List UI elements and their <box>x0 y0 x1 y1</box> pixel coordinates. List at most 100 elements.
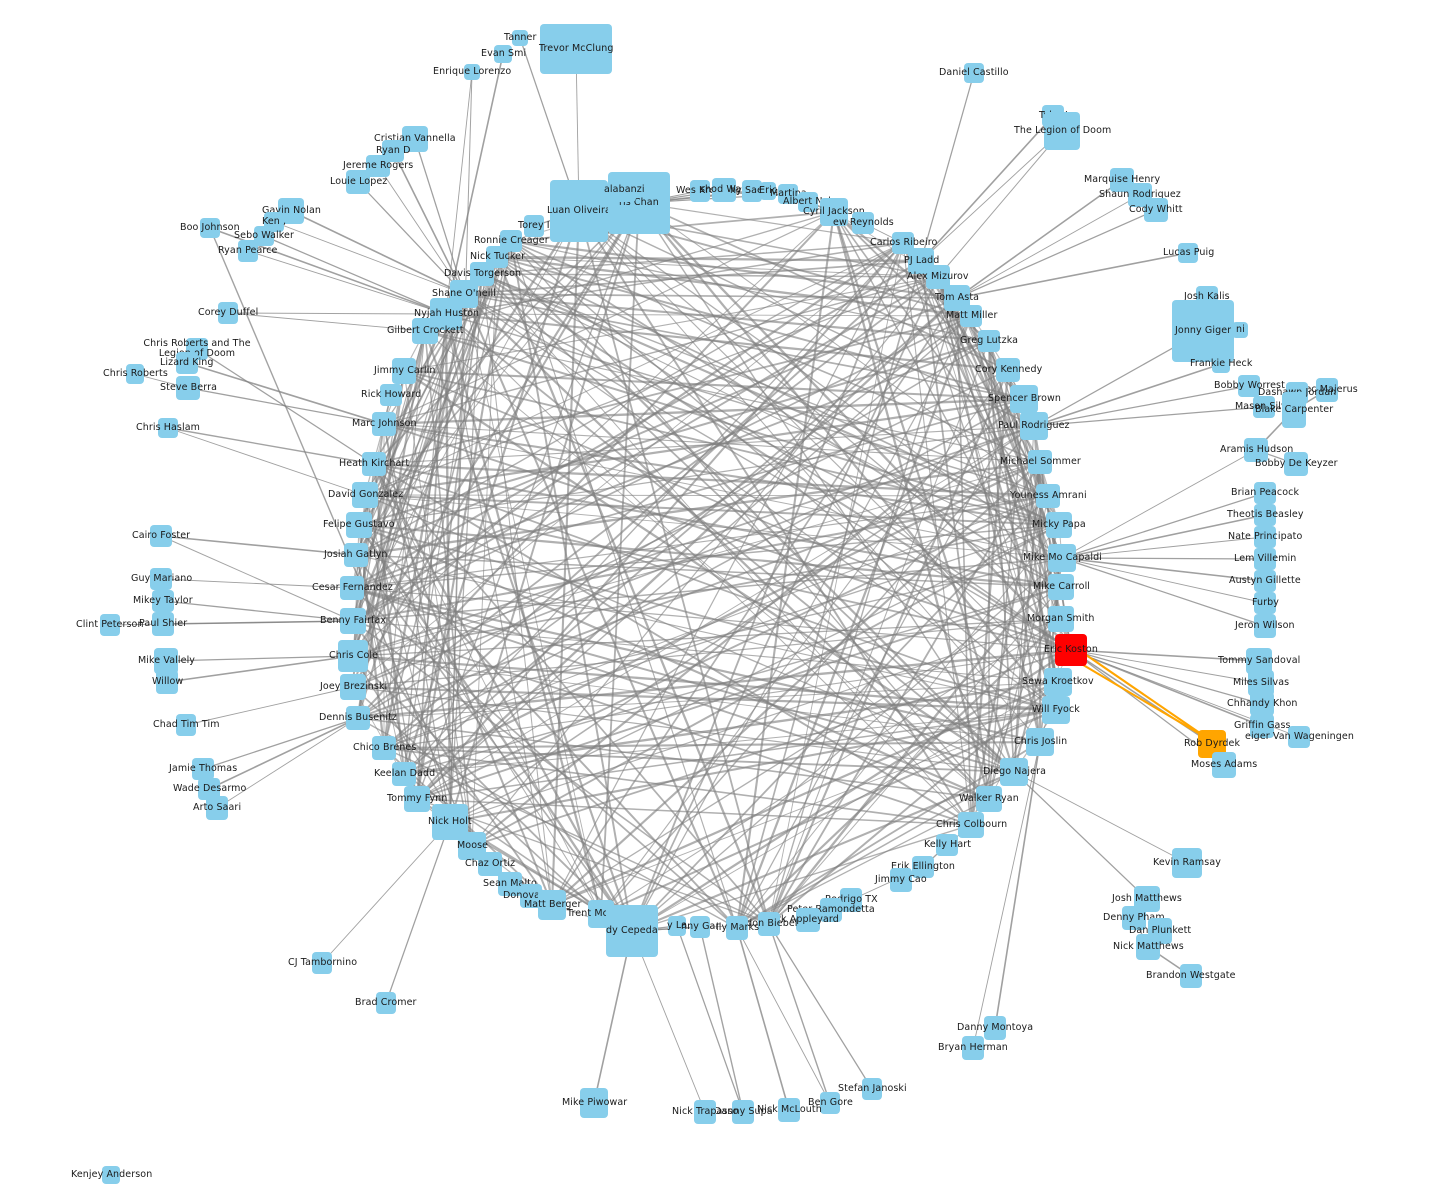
graph-node-rick-howard[interactable] <box>380 384 402 406</box>
graph-node-guy-mariano[interactable] <box>150 568 172 590</box>
graph-node-bryan-herman[interactable] <box>962 1036 984 1060</box>
graph-node-cory-kennedy[interactable] <box>996 358 1020 382</box>
graph-node-chhandy-khon[interactable] <box>1250 692 1274 716</box>
graph-node-benny-fairfax[interactable] <box>340 608 366 634</box>
graph-node-evan-smith[interactable] <box>494 45 512 63</box>
graph-node-danny-garcia[interactable] <box>690 916 710 938</box>
graph-node-chris-roberts[interactable] <box>126 364 144 384</box>
graph-node-nate-principato[interactable] <box>1254 526 1276 548</box>
graph-node-chaz-ortiz[interactable] <box>478 852 502 876</box>
graph-node-ben-gore[interactable] <box>820 1092 840 1114</box>
graph-node-danny-montoya[interactable] <box>984 1016 1006 1040</box>
graph-node-morgan-smith[interactable] <box>1048 606 1074 632</box>
graph-node-tommy-fynn[interactable] <box>404 786 430 812</box>
graph-node-matt-berger[interactable] <box>538 890 566 920</box>
graph-node-kevin-ramsay[interactable] <box>1172 848 1202 878</box>
graph-node-diego-najera[interactable] <box>1000 758 1028 786</box>
graph-node-kenjey-anderson[interactable] <box>102 1166 120 1184</box>
graph-node-peter-ramondetta[interactable] <box>820 898 842 922</box>
graph-node-geiger-van-wageningen[interactable] <box>1288 726 1310 748</box>
graph-node-enrique-lorenzo[interactable] <box>464 64 480 80</box>
graph-node-torey-p[interactable] <box>524 215 544 237</box>
graph-node-mike-mo-capaldi[interactable] <box>1048 544 1076 572</box>
graph-node-jeron-wilson[interactable] <box>1254 614 1276 638</box>
graph-node-micky-papa[interactable] <box>1046 512 1072 538</box>
graph-node-tommy-sandoval[interactable] <box>1246 648 1272 674</box>
graph-node-joey-brezinski[interactable] <box>340 674 366 700</box>
graph-node-jamie-thomas[interactable] <box>192 758 214 780</box>
graph-node-mason-silva[interactable] <box>1253 396 1275 418</box>
graph-node-amrani-top[interactable] <box>1232 322 1248 338</box>
graph-node-eric-koston[interactable] <box>1055 634 1087 666</box>
graph-node-aramis-hudson[interactable] <box>1244 438 1268 462</box>
graph-node-bobby-de-keyzer[interactable] <box>1284 452 1308 476</box>
graph-node-mike-piwowar[interactable] <box>580 1088 608 1118</box>
graph-node-mike-carroll[interactable] <box>1048 574 1074 600</box>
graph-node-felipe-gustavo[interactable] <box>346 512 372 538</box>
graph-node-kelly-hart[interactable] <box>936 834 958 856</box>
graph-node-spencer-brown[interactable] <box>1010 385 1038 413</box>
graph-node-erik-ellington[interactable] <box>912 856 934 878</box>
graph-node-rodrigo-tx[interactable] <box>840 888 862 912</box>
graph-node-michael-sommer[interactable] <box>1028 450 1052 474</box>
graph-node-nick-mclouth[interactable] <box>778 1098 800 1122</box>
graph-node-stefan-janoski[interactable] <box>862 1078 882 1100</box>
graph-node-chris-haslam[interactable] <box>158 418 178 438</box>
graph-node-ty-ladd[interactable] <box>668 916 686 936</box>
graph-node-jimmy-cao[interactable] <box>890 868 912 892</box>
graph-node-walker-ryan[interactable] <box>976 786 1002 812</box>
graph-node-cairo-foster[interactable] <box>150 525 172 547</box>
graph-node-arto-saari[interactable] <box>206 796 228 820</box>
graph-node-david-gonzalez[interactable] <box>352 482 378 508</box>
graph-node-nick-trapasso[interactable] <box>694 1100 716 1124</box>
graph-node-moses-adams[interactable] <box>1212 752 1236 778</box>
graph-node-lucas-puig[interactable] <box>1178 243 1198 263</box>
graph-node-luan-oliveira[interactable] <box>550 180 608 242</box>
graph-node-brandon-biebel[interactable] <box>758 912 780 936</box>
graph-node-danny-supa[interactable] <box>732 1100 754 1124</box>
graph-node-chris-colbourn[interactable] <box>958 812 984 838</box>
graph-node-cody-cepeda[interactable] <box>606 905 658 957</box>
graph-node-jimmy-carlin[interactable] <box>392 358 416 384</box>
graph-node-marc-johnson[interactable] <box>372 412 396 436</box>
graph-node-theotis-beasley[interactable] <box>1254 504 1276 526</box>
graph-node-chad-tim-tim[interactable] <box>176 714 196 736</box>
graph-node-brian-peacock[interactable] <box>1254 482 1276 504</box>
graph-node-cj-tambornino[interactable] <box>312 952 332 974</box>
graph-node-youness-amrani[interactable] <box>1036 484 1060 508</box>
graph-node-donovan-s[interactable] <box>520 884 542 908</box>
graph-node-greg-lutzka[interactable] <box>978 330 1000 352</box>
graph-node-brad-cromer[interactable] <box>376 992 396 1014</box>
graph-node-blake-carpenter[interactable] <box>1282 392 1306 428</box>
graph-node-will-fyock[interactable] <box>1042 696 1070 724</box>
graph-node-paul-shier[interactable] <box>152 612 174 636</box>
graph-node-alec-majerus[interactable] <box>1316 378 1338 402</box>
graph-node-cesar-fernandez[interactable] <box>340 576 364 600</box>
graph-node-chris-cole[interactable] <box>338 640 368 672</box>
graph-node-miles-silvas[interactable] <box>1248 670 1274 696</box>
graph-node-wade-desarmo[interactable] <box>198 778 220 800</box>
graph-node-denny-pham[interactable] <box>1122 906 1146 930</box>
graph-node-chico-brenes[interactable] <box>372 736 396 760</box>
graph-node-wes-kremer[interactable] <box>690 180 710 202</box>
graph-node-lem-villemin[interactable] <box>1254 548 1276 570</box>
graph-node-legion-of-doom[interactable] <box>1044 112 1080 150</box>
graph-node-josiah-gatlyn[interactable] <box>344 543 368 567</box>
graph-node-willow[interactable] <box>156 670 178 694</box>
graph-node-drew-reynolds[interactable] <box>852 212 874 234</box>
graph-node-sean-malto[interactable] <box>498 872 522 896</box>
graph-node-tanner[interactable] <box>512 30 528 46</box>
graph-node-dennis-busenitz[interactable] <box>346 706 370 730</box>
graph-node-sewa-kroetkov[interactable] <box>1044 668 1072 696</box>
graph-node-albert-nyberg[interactable] <box>798 192 818 212</box>
graph-node-ryan-pearce[interactable] <box>238 240 258 262</box>
graph-node-eric-m[interactable] <box>760 182 776 200</box>
graph-node-sebo-walker[interactable] <box>254 226 274 246</box>
graph-node-cody-whitt[interactable] <box>1144 198 1168 222</box>
graph-node-corey-duffel[interactable] <box>218 302 238 324</box>
graph-node-keelan-dadd[interactable] <box>392 762 416 786</box>
graph-node-boo-johnson[interactable] <box>200 218 220 238</box>
graph-node-clint-peterson[interactable] <box>100 614 120 636</box>
graph-node-griffin-gass[interactable] <box>1250 714 1274 738</box>
